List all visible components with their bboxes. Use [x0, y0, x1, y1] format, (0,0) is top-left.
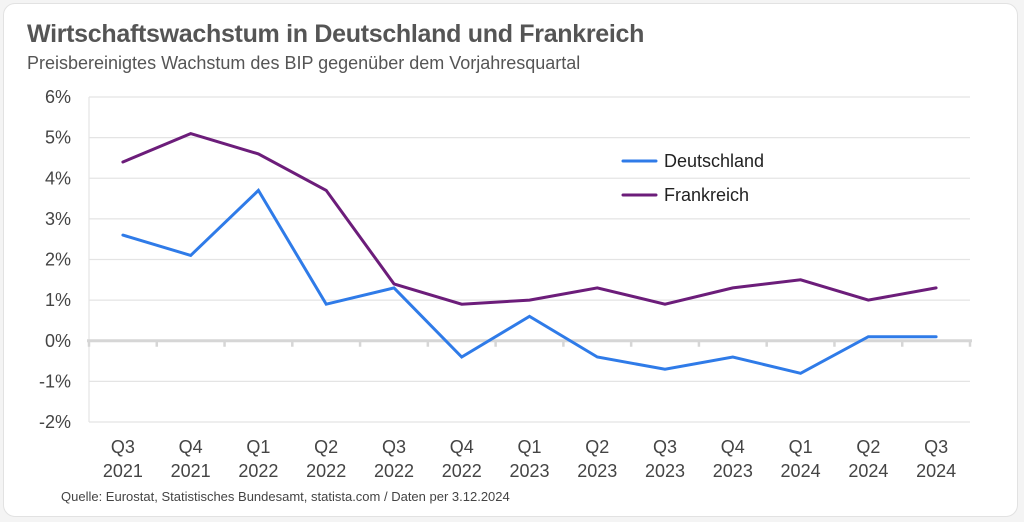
x-tick-label-quarter: Q2 [314, 437, 338, 457]
x-axis [87, 339, 972, 347]
x-tick-label-quarter: Q3 [924, 437, 948, 457]
y-tick-label: 3% [45, 209, 71, 229]
legend: Deutschland Frankreich [621, 151, 764, 205]
legend-label-frankreich: Frankreich [664, 185, 749, 205]
y-tick-label: -2% [39, 412, 71, 432]
chart-source: Quelle: Eurostat, Statistisches Bundesam… [61, 489, 510, 504]
x-tick-label-quarter: Q4 [450, 437, 474, 457]
x-tick-label-year: 2024 [781, 461, 821, 481]
x-tick-label-quarter: Q3 [111, 437, 135, 457]
x-tick-label-year: 2022 [238, 461, 278, 481]
gridlines [88, 96, 970, 423]
y-tick-label: -1% [39, 371, 71, 391]
y-tick-label: 5% [45, 128, 71, 148]
legend-label-deutschland: Deutschland [664, 151, 764, 171]
x-tick-label-quarter: Q4 [721, 437, 745, 457]
y-tick-label: 4% [45, 168, 71, 188]
x-tick-label-quarter: Q3 [382, 437, 406, 457]
x-tick-label-year: 2021 [103, 461, 143, 481]
x-tick-label-year: 2023 [645, 461, 685, 481]
chart-subtitle: Preisbereinigtes Wachstum des BIP gegenü… [27, 53, 581, 73]
x-tick-label-year: 2023 [577, 461, 617, 481]
x-tick-label-year: 2024 [848, 461, 888, 481]
x-tick-label-quarter: Q4 [179, 437, 203, 457]
x-tick-label-quarter: Q1 [789, 437, 813, 457]
x-tick-label-year: 2024 [916, 461, 956, 481]
x-tick-label-year: 2022 [374, 461, 414, 481]
x-tick-label-year: 2022 [306, 461, 346, 481]
x-tick-label-year: 2022 [442, 461, 482, 481]
y-axis-ticks: 6% 5% 4% 3% 2% 1% 0% -1% -2% [39, 87, 71, 432]
series-line-frankreich [121, 132, 938, 306]
x-tick-label-quarter: Q1 [517, 437, 541, 457]
x-tick-label-quarter: Q2 [585, 437, 609, 457]
chart-title: Wirtschaftswachstum in Deutschland und F… [27, 20, 645, 48]
y-tick-label: 1% [45, 290, 71, 310]
x-tick-label-year: 2021 [171, 461, 211, 481]
y-tick-label: 0% [45, 331, 71, 351]
x-tick-label-quarter: Q2 [856, 437, 880, 457]
series-lines [121, 132, 938, 375]
x-tick-label-year: 2023 [509, 461, 549, 481]
x-axis-ticks: Q3 2021 Q4 2021 Q1 2022 Q2 2022 Q3 2022 Q4 2022 Q1 20… [103, 437, 956, 481]
x-tick-label-quarter: Q1 [246, 437, 270, 457]
y-tick-label: 2% [45, 250, 71, 270]
series-line-deutschland [121, 188, 938, 375]
x-tick-label-year: 2023 [713, 461, 753, 481]
x-tick-label-quarter: Q3 [653, 437, 677, 457]
y-tick-label: 6% [45, 87, 71, 107]
